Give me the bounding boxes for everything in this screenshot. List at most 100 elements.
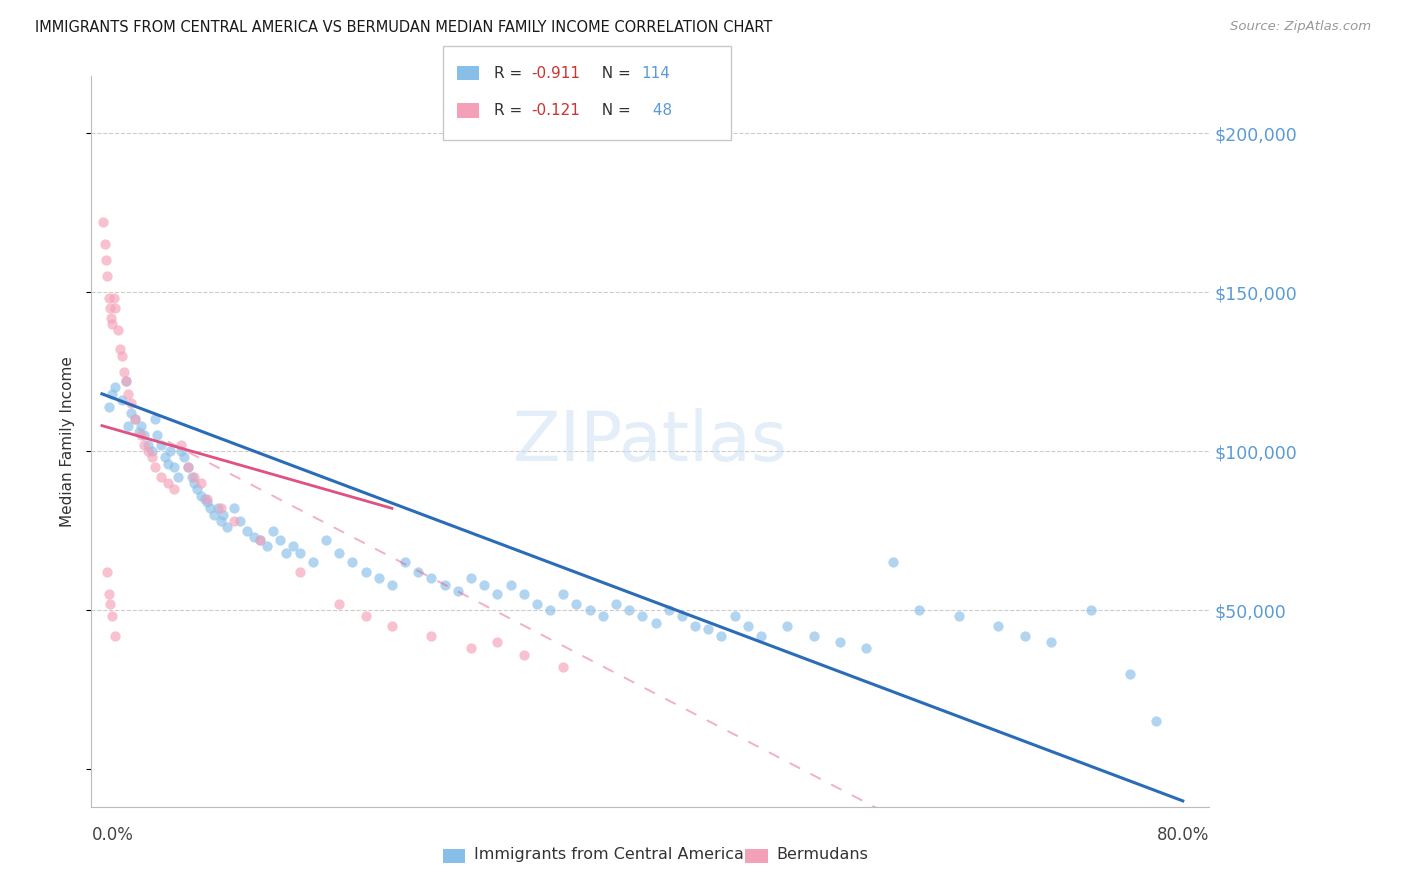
Point xyxy=(186,482,208,496)
Point xyxy=(737,619,759,633)
Point xyxy=(381,619,404,633)
Point xyxy=(538,603,561,617)
Point xyxy=(472,577,495,591)
Point xyxy=(183,469,205,483)
Point xyxy=(114,374,136,388)
Point xyxy=(486,587,509,601)
Point xyxy=(1144,714,1167,729)
Text: IMMIGRANTS FROM CENTRAL AMERICA VS BERMUDAN MEDIAN FAMILY INCOME CORRELATION CHA: IMMIGRANTS FROM CENTRAL AMERICA VS BERMU… xyxy=(35,20,772,35)
Point xyxy=(486,635,509,649)
Point xyxy=(683,619,706,633)
Point xyxy=(565,597,588,611)
Point xyxy=(212,508,235,522)
Point xyxy=(114,374,136,388)
Point xyxy=(156,475,179,490)
Point xyxy=(100,310,122,325)
Point xyxy=(526,597,548,611)
Text: Bermudans: Bermudans xyxy=(776,847,868,862)
Point xyxy=(110,343,132,357)
Point xyxy=(328,597,350,611)
Point xyxy=(111,349,134,363)
Text: R =: R = xyxy=(494,103,527,118)
Point xyxy=(94,253,117,268)
Point xyxy=(183,475,205,490)
Point xyxy=(749,628,772,642)
Point xyxy=(209,514,232,528)
Point xyxy=(120,396,142,410)
Text: N =: N = xyxy=(592,66,636,80)
Point xyxy=(180,469,202,483)
Point xyxy=(658,603,681,617)
Point xyxy=(117,387,139,401)
Point xyxy=(830,635,852,649)
Point xyxy=(207,501,229,516)
Point xyxy=(394,555,416,569)
Point xyxy=(167,469,190,483)
Point xyxy=(222,501,245,516)
Point xyxy=(1039,635,1063,649)
Text: 114: 114 xyxy=(641,66,671,80)
Point xyxy=(97,587,120,601)
Point xyxy=(112,365,135,379)
Point xyxy=(236,524,259,538)
Point xyxy=(276,546,298,560)
Point xyxy=(104,301,127,315)
Point xyxy=(281,540,304,554)
Point xyxy=(605,597,627,611)
Point xyxy=(269,533,291,548)
Point xyxy=(262,524,284,538)
Point xyxy=(101,317,124,331)
Point xyxy=(553,660,575,674)
Point xyxy=(697,622,720,636)
Point xyxy=(354,609,377,624)
Point xyxy=(202,508,225,522)
Point xyxy=(367,571,389,585)
Text: Immigrants from Central America: Immigrants from Central America xyxy=(474,847,744,862)
Point xyxy=(408,565,430,579)
Point xyxy=(723,609,745,624)
Text: -0.911: -0.911 xyxy=(531,66,581,80)
Point xyxy=(104,628,127,642)
Point xyxy=(302,555,325,569)
Point xyxy=(217,520,239,534)
Point xyxy=(420,571,443,585)
Point xyxy=(1080,603,1102,617)
Text: 48: 48 xyxy=(648,103,672,118)
Point xyxy=(141,450,163,465)
Point xyxy=(948,609,970,624)
Point xyxy=(381,577,404,591)
Point xyxy=(98,301,121,315)
Point xyxy=(288,546,311,560)
Point xyxy=(176,460,198,475)
Point xyxy=(107,323,129,337)
Point xyxy=(132,438,156,452)
Text: ZIPatlas: ZIPatlas xyxy=(513,408,787,475)
Point xyxy=(97,400,120,414)
Point xyxy=(150,469,173,483)
Text: -0.121: -0.121 xyxy=(531,103,581,118)
Point xyxy=(710,628,733,642)
Text: N =: N = xyxy=(592,103,636,118)
Point xyxy=(671,609,693,624)
Text: R =: R = xyxy=(494,66,527,80)
Point xyxy=(195,495,219,509)
Point xyxy=(328,546,350,560)
Point xyxy=(256,540,278,554)
Point xyxy=(229,514,252,528)
Point xyxy=(1014,628,1036,642)
Point xyxy=(124,412,146,426)
Point xyxy=(101,609,124,624)
Point xyxy=(420,628,443,642)
Point xyxy=(104,380,127,394)
Point xyxy=(98,597,121,611)
Point xyxy=(908,603,931,617)
Point xyxy=(209,501,232,516)
Point xyxy=(131,428,153,442)
Point xyxy=(176,460,198,475)
Point xyxy=(433,577,456,591)
Point xyxy=(460,641,482,656)
Point xyxy=(249,533,271,548)
Point xyxy=(136,444,159,458)
Point xyxy=(592,609,614,624)
Point xyxy=(111,393,134,408)
